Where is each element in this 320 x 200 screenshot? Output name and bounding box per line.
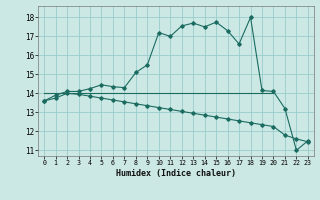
X-axis label: Humidex (Indice chaleur): Humidex (Indice chaleur)	[116, 169, 236, 178]
